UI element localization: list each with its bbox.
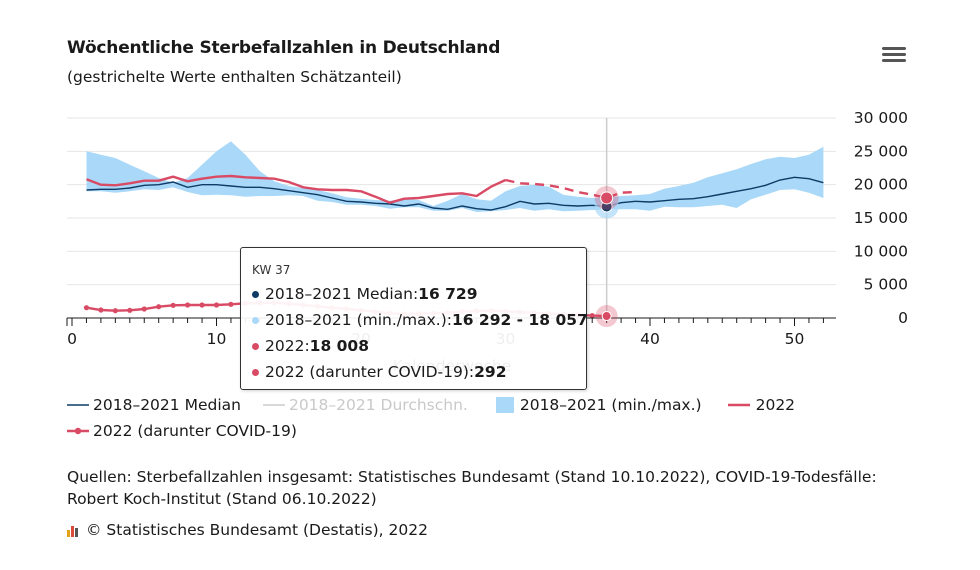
- covid-point: [213, 302, 220, 308]
- legend-item-median[interactable]: 2018–2021 Median: [67, 396, 241, 414]
- tooltip-dot-median: [252, 290, 259, 298]
- tooltip-value: 16 292 - 18 057: [451, 311, 588, 329]
- tooltip-row-median: 2018–2021 Median: 16 729: [252, 285, 478, 303]
- x-tick-label: 50: [785, 330, 805, 348]
- covid-point: [112, 308, 118, 314]
- tooltip-dot-2022: [252, 342, 259, 350]
- legend-row-1: 2018–2021 Median 2018–2021 Durchschn. 20…: [67, 396, 795, 414]
- destatis-logo-icon: [67, 523, 81, 537]
- legend-label: 2018–2021 Durchschn.: [288, 396, 468, 414]
- legend-label: 2018–2021 (min./max.): [519, 396, 702, 414]
- legend-label: 2022: [755, 396, 796, 414]
- covid-point: [185, 302, 191, 308]
- legend-row-2: 2022 (darunter COVID-19): [67, 422, 297, 440]
- hover-markers: [594, 185, 619, 328]
- tooltip-value: 292: [474, 363, 507, 381]
- line-dot-marker-icon: [67, 427, 89, 435]
- median-line: [86, 176, 824, 211]
- chart-title: Wöchentliche Sterbefallzahlen in Deutsch…: [67, 38, 501, 58]
- y-tick-label: 0: [898, 309, 908, 327]
- line-marker-icon: [67, 404, 89, 406]
- credits-text: © Statistisches Bundesamt (Destatis), 20…: [86, 521, 428, 539]
- covid-point: [170, 302, 176, 308]
- y-tick-label: 25 000: [854, 142, 908, 160]
- tooltip-label: 2022 (darunter COVID-19):: [265, 363, 475, 381]
- y-tick-label: 20 000: [854, 176, 908, 194]
- tooltip-label: 2018–2021 (min./max.):: [265, 311, 452, 329]
- sources-text: Quellen: Sterbefallzahlen insgesamt: Sta…: [67, 468, 877, 508]
- covid-point: [83, 305, 90, 311]
- hover-point-covid: [601, 311, 612, 322]
- covid-point: [589, 313, 595, 319]
- tooltip-row-2022: 2022: 18 008: [252, 337, 369, 355]
- area-marker-icon: [495, 397, 514, 413]
- tooltip-label: 2018–2021 Median:: [265, 285, 419, 303]
- hamburger-menu-icon[interactable]: [880, 44, 908, 70]
- minmax-band: [86, 141, 824, 212]
- x-tick-label: 0: [67, 330, 77, 348]
- y-tick-label: 30 000: [854, 109, 908, 127]
- line-marker-icon: [727, 403, 750, 407]
- y-tick-label: 5 000: [864, 276, 908, 294]
- covid-point: [156, 304, 162, 310]
- tooltip-week: KW 37: [252, 263, 291, 277]
- minmax-area: [86, 141, 824, 212]
- credits[interactable]: © Statistisches Bundesamt (Destatis), 20…: [67, 521, 428, 539]
- legend-label: 2018–2021 Median: [93, 396, 241, 414]
- line-marker-icon: [262, 404, 285, 406]
- legend-label: 2022 (darunter COVID-19): [93, 422, 297, 440]
- legend-item-average[interactable]: 2018–2021 Durchschn.: [262, 396, 468, 414]
- tooltip-dot-covid: [252, 368, 259, 376]
- chart-subtitle: (gestrichelte Werte enthalten Schätzante…: [67, 68, 402, 86]
- covid-point: [98, 307, 104, 313]
- y-tick-label: 10 000: [854, 242, 908, 260]
- tooltip-row-minmax: 2018–2021 (min./max.): 16 292 - 18 057: [252, 311, 588, 329]
- legend-item-2022[interactable]: 2022: [727, 396, 796, 414]
- x-tick-label: 40: [640, 330, 660, 348]
- x-tick-label: 10: [207, 330, 227, 348]
- legend-item-minmax[interactable]: 2018–2021 (min./max.): [495, 396, 702, 414]
- covid-point: [199, 302, 205, 308]
- covid-point: [141, 306, 147, 312]
- legend-item-covid[interactable]: 2022 (darunter COVID-19): [67, 422, 297, 440]
- tooltip-dot-minmax: [252, 316, 259, 324]
- y-tick-label: 15 000: [854, 209, 908, 227]
- tooltip-label: 2022:: [265, 337, 310, 355]
- tooltip: KW 37 2018–2021 Median: 16 729 2018–2021…: [240, 247, 588, 390]
- tooltip-value: 18 008: [309, 337, 369, 355]
- covid-point: [228, 301, 234, 307]
- line-2022-solid: [86, 174, 507, 204]
- hover-point-2022: [600, 191, 614, 205]
- line-2022-estimated: [505, 178, 636, 200]
- tooltip-row-covid: 2022 (darunter COVID-19): 292: [252, 363, 507, 381]
- tooltip-value: 16 729: [418, 285, 478, 303]
- covid-point: [127, 307, 133, 313]
